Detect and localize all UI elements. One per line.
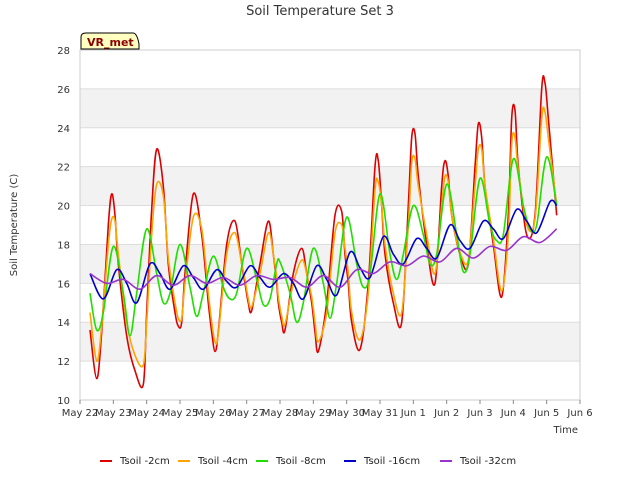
plot-band xyxy=(80,88,580,128)
badge: VR_met xyxy=(80,32,140,50)
x-tick-label: May 30 xyxy=(328,408,365,419)
x-tick-label: May 27 xyxy=(228,408,265,419)
series-line-5 xyxy=(89,228,558,290)
x-tick-label: May 22 xyxy=(62,408,99,419)
y-tick-label: 22 xyxy=(57,163,70,174)
y-axis-ticks: 10 12 14 16 18 20 22 24 26 28 xyxy=(57,46,70,407)
series-line-2 xyxy=(89,106,558,368)
x-tick-label: May 26 xyxy=(195,408,232,419)
chart-title: Soil Temperature Set 3 xyxy=(246,4,394,19)
y-tick-label: 24 xyxy=(57,124,70,135)
badge-label: VR_met xyxy=(87,36,134,49)
x-tick-label: May 24 xyxy=(128,408,165,419)
y-tick-label: 12 xyxy=(57,357,70,368)
x-tick-label: Jun 1 xyxy=(400,408,426,419)
y-tick-label: 26 xyxy=(57,85,70,96)
y-tick-label: 10 xyxy=(57,396,70,407)
y-tick-label: 28 xyxy=(57,46,70,57)
x-axis-title: Time xyxy=(553,425,578,436)
legend-label: Tsoil -4cm xyxy=(197,456,248,467)
series-layer xyxy=(89,75,558,389)
x-tick-label: May 29 xyxy=(295,408,332,419)
x-tick-label: Jun 6 xyxy=(566,408,592,419)
x-tick-label: May 28 xyxy=(262,408,299,419)
series-line-3 xyxy=(89,156,558,337)
legend: Tsoil -2cm Tsoil -4cm Tsoil -8cm Tsoil -16c… xyxy=(100,456,516,467)
y-axis-title: Soil Temperature (C) xyxy=(9,174,20,277)
x-tick-label: May 23 xyxy=(95,408,132,419)
badge-box xyxy=(80,32,140,50)
y-tick-label: 20 xyxy=(57,202,70,213)
y-tick-label: 16 xyxy=(57,279,70,290)
x-tick-label: May 31 xyxy=(362,408,399,419)
x-tick-label: Jun 5 xyxy=(533,408,559,419)
x-tick-label: May 25 xyxy=(162,408,199,419)
legend-label: Tsoil -8cm xyxy=(275,456,326,467)
x-tick-label: Jun 2 xyxy=(433,408,459,419)
x-tick-label: Jun 3 xyxy=(466,408,492,419)
y-tick-label: 14 xyxy=(57,318,70,329)
legend-label: Tsoil -2cm xyxy=(119,456,170,467)
series-line-4 xyxy=(89,199,558,304)
x-tick-label: Jun 4 xyxy=(500,408,526,419)
plot-band xyxy=(80,322,580,362)
grid-lines xyxy=(79,49,581,401)
plot-frame xyxy=(79,49,581,401)
y-tick-label: 18 xyxy=(57,240,70,251)
legend-label: Tsoil -16cm xyxy=(363,456,420,467)
legend-label: Tsoil -32cm xyxy=(459,456,516,467)
plot-background xyxy=(80,50,580,400)
